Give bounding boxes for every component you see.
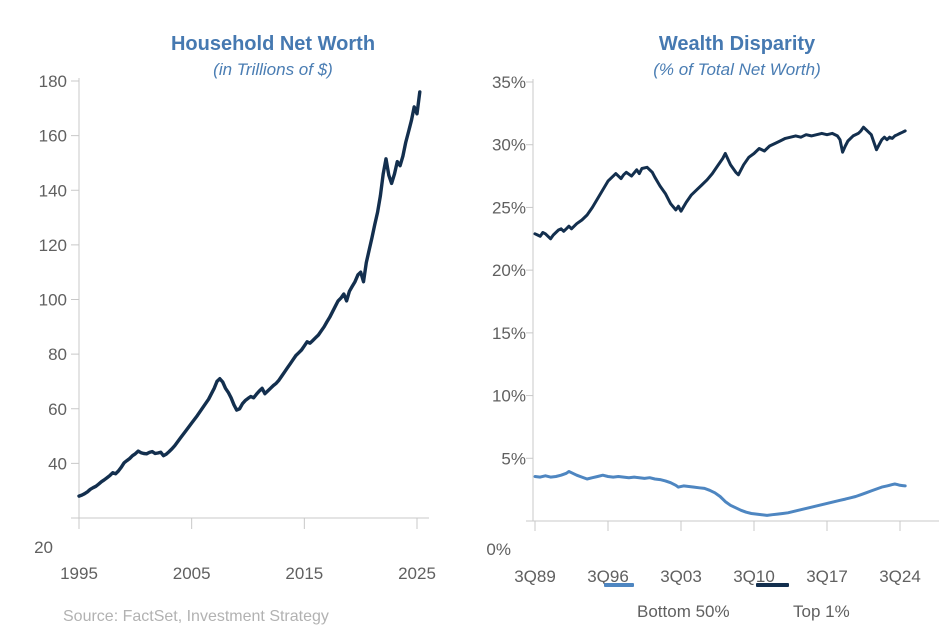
series-line-bottom-50- bbox=[533, 470, 907, 517]
x-axis-tick-label: 3Q24 bbox=[879, 567, 921, 586]
right-chart-title: Wealth Disparity bbox=[658, 33, 816, 55]
legend-swatch-bottom-50 bbox=[604, 583, 634, 587]
x-axis-tick-label: 3Q96 bbox=[587, 567, 629, 586]
y-axis-tick-label: 5% bbox=[501, 449, 526, 468]
y-axis-tick-label: 160 bbox=[39, 127, 67, 146]
legend-label-top-1: Top 1% bbox=[793, 602, 850, 621]
y-axis-tick-label: 0% bbox=[486, 540, 511, 559]
left-chart-title: Household Net Worth bbox=[170, 33, 376, 55]
legend-label-bottom-50: Bottom 50% bbox=[637, 602, 730, 621]
y-axis-tick-label: 100 bbox=[39, 291, 67, 310]
y-axis-tick-label: 120 bbox=[39, 236, 67, 255]
x-axis-tick-label: 3Q89 bbox=[514, 567, 556, 586]
left-chart-subtitle: (in Trillions of $) bbox=[213, 60, 333, 79]
y-axis-tick-label: 140 bbox=[39, 181, 67, 200]
y-axis-tick-label: 40 bbox=[48, 454, 67, 473]
y-axis-tick-label: 30% bbox=[492, 136, 526, 155]
y-axis-tick-label: 20% bbox=[492, 261, 526, 280]
y-axis-tick-label: 15% bbox=[492, 324, 526, 343]
x-axis-tick-label: 3Q17 bbox=[806, 567, 848, 586]
y-axis-tick-label: 80 bbox=[48, 345, 67, 364]
wealth-disparity-chart: 35% 30% 25% 20% 15% 10% 5% 0%3Q89 3Q96 3Q03 3Q10 3Q… bbox=[486, 73, 939, 586]
x-axis-tick-label: 3Q03 bbox=[660, 567, 702, 586]
y-axis-tick-label: 60 bbox=[48, 400, 67, 419]
x-axis-tick-label: 2025 bbox=[398, 564, 436, 583]
series-line-top-1- bbox=[533, 125, 907, 241]
x-axis-tick-label: 2015 bbox=[285, 564, 323, 583]
x-axis-tick-label: 3Q10 bbox=[733, 567, 775, 586]
y-axis-tick-label: 20 bbox=[34, 538, 53, 557]
household-net-worth-chart: 180 160 140 120 100 80 60 40 20 1995 2005 2015 2025 bbox=[34, 72, 436, 583]
x-axis-tick-label: 1995 bbox=[60, 564, 98, 583]
source-note: Source: FactSet, Investment Strategy bbox=[63, 608, 329, 625]
right-chart-subtitle: (% of Total Net Worth) bbox=[653, 60, 821, 79]
x-axis-tick-label: 2005 bbox=[173, 564, 211, 583]
y-axis-tick-label: 35% bbox=[492, 73, 526, 92]
y-axis-tick-label: 10% bbox=[492, 387, 526, 406]
y-axis-tick-label: 180 bbox=[39, 72, 67, 91]
y-axis-tick-label: 25% bbox=[492, 198, 526, 217]
legend-swatch-top-1 bbox=[756, 583, 789, 587]
series-line-household-net-worth bbox=[77, 90, 422, 498]
